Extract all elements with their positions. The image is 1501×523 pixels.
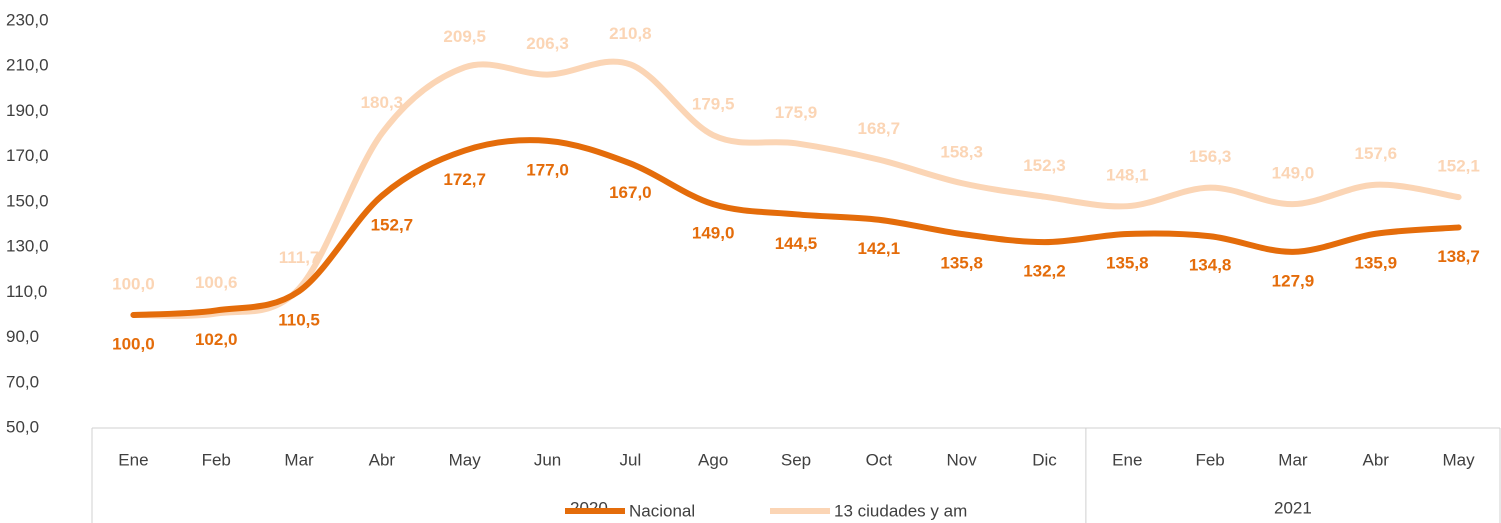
x-tick-label: Feb [1195, 450, 1224, 469]
value-label: 175,9 [775, 103, 818, 122]
value-label: 152,7 [371, 215, 414, 234]
x-tick-label: Sep [781, 450, 811, 469]
x-tick-label: Jun [534, 450, 561, 469]
value-label: 111,7 [279, 248, 320, 267]
legend-label: Nacional [629, 501, 695, 520]
x-tick-label: Mar [1278, 450, 1308, 469]
x-tick-label: May [449, 450, 482, 469]
y-tick-label: 130,0 [6, 237, 49, 256]
x-tick-label: May [1443, 450, 1476, 469]
value-label: 127,9 [1272, 271, 1315, 290]
x-tick-label: Jul [619, 450, 641, 469]
value-label: 135,8 [1106, 253, 1149, 272]
value-label: 144,5 [775, 234, 818, 253]
value-label: 148,1 [1106, 166, 1149, 185]
value-label: 102,0 [195, 330, 238, 349]
y-tick-label: 90,0 [6, 327, 39, 346]
legend-label: 13 ciudades y am [834, 501, 967, 520]
value-label: 135,8 [940, 253, 983, 272]
value-label: 158,3 [940, 143, 983, 162]
x-tick-label: Ene [118, 450, 148, 469]
x-tick-label: Dic [1032, 450, 1057, 469]
value-label: 132,2 [1023, 262, 1066, 281]
x-tick-label: Ago [698, 450, 728, 469]
group-label: 2020 [570, 498, 608, 517]
value-label: 138,7 [1437, 247, 1480, 266]
x-tick-label: Abr [369, 450, 396, 469]
value-label: 100,6 [195, 273, 238, 292]
value-label: 134,8 [1189, 256, 1232, 275]
y-tick-label: 150,0 [6, 191, 49, 210]
line [130, 137, 1462, 318]
x-tick-label: Abr [1363, 450, 1390, 469]
group-label: 2021 [1274, 498, 1312, 517]
value-label: 149,0 [692, 224, 735, 243]
value-label: 209,5 [443, 27, 486, 46]
value-label: 152,3 [1023, 156, 1066, 175]
value-label: 179,5 [692, 95, 735, 114]
y-tick-label: 70,0 [6, 372, 39, 391]
value-label: 180,3 [361, 93, 404, 112]
line [130, 58, 1462, 319]
value-label: 142,1 [858, 239, 901, 258]
x-tick-label: Mar [284, 450, 314, 469]
value-label: 156,3 [1189, 147, 1232, 166]
value-label: 210,8 [609, 24, 652, 43]
y-tick-label: 190,0 [6, 101, 49, 120]
y-tick-label: 110,0 [6, 282, 47, 301]
x-tick-label: Feb [202, 450, 231, 469]
y-tick-label: 210,0 [6, 56, 49, 75]
y-tick-label: 170,0 [6, 146, 49, 165]
value-label: 168,7 [858, 119, 901, 138]
value-label: 135,9 [1354, 253, 1397, 272]
value-label: 152,1 [1437, 157, 1480, 176]
value-label: 172,7 [443, 170, 486, 189]
value-label: 100,0 [112, 334, 155, 353]
y-tick-label: 50,0 [6, 417, 39, 436]
value-label: 206,3 [526, 34, 569, 53]
x-tick-label: Ene [1112, 450, 1142, 469]
x-tick-label: Nov [947, 450, 978, 469]
x-tick-label: Oct [866, 450, 893, 469]
value-label: 177,0 [526, 160, 569, 179]
value-label: 110,5 [278, 311, 320, 330]
value-label: 149,0 [1272, 164, 1315, 183]
value-label: 167,0 [609, 183, 652, 202]
value-label: 100,0 [112, 274, 155, 293]
value-label: 157,6 [1354, 144, 1397, 163]
y-tick-label: 230,0 [6, 10, 49, 29]
